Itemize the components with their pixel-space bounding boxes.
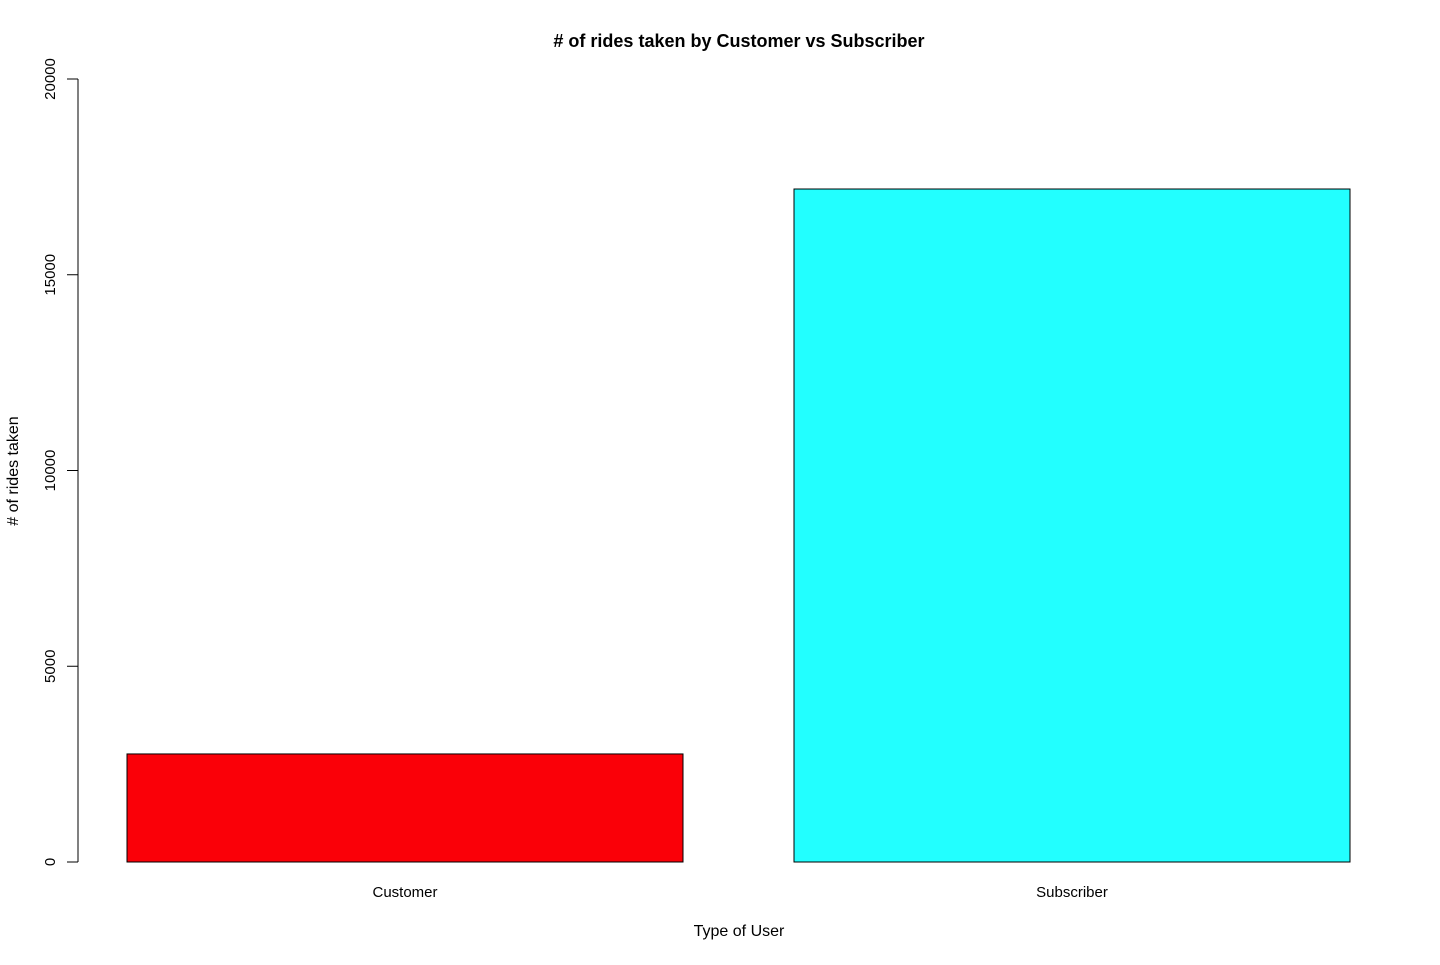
bar-subscriber (793, 188, 1351, 863)
y-tick-label: 15000 (42, 254, 59, 296)
y-axis-label: # of rides taken (5, 416, 22, 525)
x-axis-label: Type of User (694, 923, 785, 940)
y-tick-label: 10000 (42, 450, 59, 492)
chart-title: # of rides taken by Customer vs Subscrib… (553, 31, 924, 51)
y-tick-label: 5000 (42, 650, 59, 683)
y-tick-label: 20000 (42, 58, 59, 100)
x-axis: Customer Subscriber (372, 884, 1107, 901)
bar-customer (126, 753, 684, 863)
y-tick-label: 0 (42, 858, 59, 866)
x-category-label: Customer (372, 884, 437, 901)
bars-group (126, 188, 1351, 863)
x-category-label: Subscriber (1036, 884, 1108, 901)
y-axis: 0 5000 10000 15000 20000 (42, 58, 79, 866)
